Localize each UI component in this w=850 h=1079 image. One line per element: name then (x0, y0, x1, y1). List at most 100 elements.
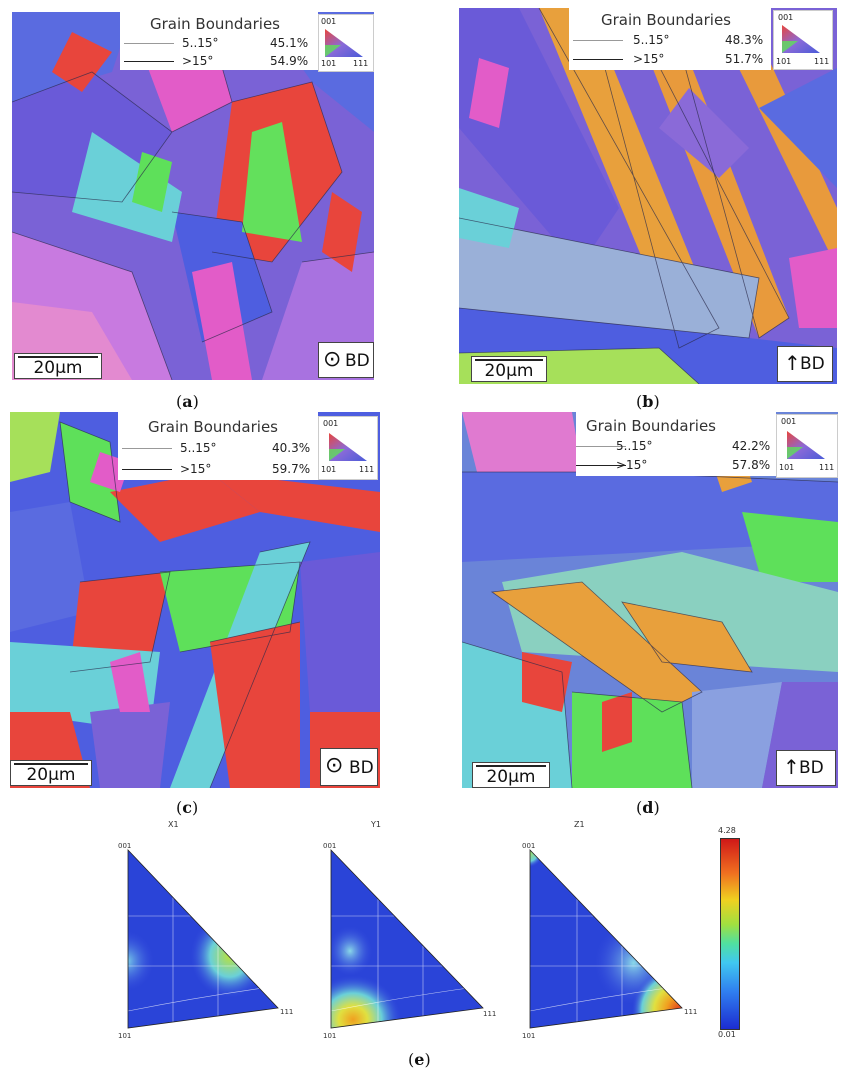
colorbar-min: 0.01 (718, 1030, 736, 1039)
ipf-key-101: 101 (776, 57, 792, 66)
build-direction-c: ⊙ BD (320, 748, 378, 786)
pole-figure-z1: Z1 001 101 111 (522, 820, 702, 1040)
high-angle-label: >15° (633, 52, 665, 66)
ipf-triangle-icon (329, 433, 367, 461)
pole-figure-101: 101 (323, 1032, 337, 1040)
caption-a: (a) (176, 392, 199, 411)
pole-figure-001: 001 (118, 842, 132, 850)
ebsd-map-d: Grain Boundaries 5..15° 42.2% >15° 57.8%… (462, 412, 838, 788)
ebsd-map-a: Grain Boundaries 5..15° 45.1% >15° 54.9%… (12, 12, 374, 380)
low-angle-pct: 45.1% (270, 36, 309, 50)
high-angle-pct: 59.7% (272, 462, 311, 476)
scale-bar-line (18, 356, 98, 358)
low-angle-label: 5..15° (633, 33, 670, 47)
scale-bar-d: 20μm (472, 762, 550, 788)
ebsd-map-b: Grain Boundaries 5..15° 48.3% >15° 51.7%… (459, 8, 837, 384)
ipf-key-101: 101 (321, 59, 337, 68)
pole-figure-y1: Y1 001 101 111 (323, 820, 503, 1040)
build-direction-b: ↑ BD (777, 346, 833, 382)
grain-boundary-legend-d: Grain Boundaries 5..15° 42.2% >15° 57.8% (576, 412, 776, 476)
ipf-key-111: 111 (353, 59, 369, 68)
caption-b: (b) (636, 392, 660, 411)
pole-figure-111: 111 (280, 1008, 294, 1016)
high-angle-pct: 54.9% (270, 54, 309, 68)
pole-figure-101: 101 (522, 1032, 536, 1040)
pole-figure-title: Z1 (574, 820, 585, 829)
high-angle-line (573, 59, 623, 60)
low-angle-label: 5..15° (616, 439, 653, 453)
low-angle-line (573, 40, 623, 41)
ipf-key-101: 101 (779, 463, 795, 472)
scale-bar-line (475, 359, 543, 361)
ipf-triangle-icon (787, 431, 825, 459)
ipf-color-key-c: 001 101 111 (318, 416, 378, 480)
ipf-triangle-icon (325, 29, 363, 57)
legend-title: Grain Boundaries (601, 11, 731, 29)
scale-bar-line (476, 765, 546, 767)
high-angle-line (122, 469, 172, 470)
intensity-colorbar: 4.28 0.01 (716, 826, 756, 1040)
ipf-key-111: 111 (819, 463, 835, 472)
build-direction-a: ⊙ BD (318, 342, 374, 378)
high-angle-label: >15° (180, 462, 212, 476)
build-direction-d: ↑ BD (776, 750, 836, 786)
legend-title: Grain Boundaries (586, 417, 716, 435)
high-angle-label: >15° (616, 458, 648, 472)
low-angle-line (124, 43, 174, 44)
bd-label: BD (349, 758, 374, 778)
colorbar-gradient (720, 838, 740, 1030)
ebsd-map-c: Grain Boundaries 5..15° 40.3% >15° 59.7%… (10, 412, 380, 788)
inverse-pole-figure-y1 (330, 849, 484, 1029)
low-angle-pct: 48.3% (725, 33, 764, 47)
high-angle-line (576, 465, 626, 466)
legend-title: Grain Boundaries (150, 15, 280, 33)
scale-bar-label: 20μm (26, 765, 76, 785)
inverse-pole-figure-x1 (127, 848, 279, 1029)
high-angle-pct: 51.7% (725, 52, 764, 66)
caption-d: (d) (636, 798, 660, 817)
caption-e: (e) (408, 1050, 431, 1069)
scale-bar-a: 20μm (14, 353, 102, 379)
low-angle-label: 5..15° (182, 36, 219, 50)
ipf-color-key-b: 001 101 111 (773, 10, 833, 70)
ipf-key-111: 111 (359, 465, 375, 474)
bd-label: BD (800, 354, 825, 374)
up-arrow-icon: ↑ (783, 755, 800, 779)
grain-boundary-legend-c: Grain Boundaries 5..15° 40.3% >15° 59.7% (118, 412, 318, 480)
scale-bar-b: 20μm (471, 356, 547, 382)
pole-figure-title: Y1 (371, 820, 381, 829)
low-angle-line (122, 448, 172, 449)
pole-figure-001: 001 (323, 842, 337, 850)
high-angle-pct: 57.8% (732, 458, 771, 472)
ipf-triangle-icon (782, 25, 820, 53)
scale-bar-label: 20μm (33, 358, 83, 378)
low-angle-pct: 40.3% (272, 441, 311, 455)
pole-figure-111: 111 (483, 1010, 497, 1018)
pole-figure-title: X1 (168, 820, 179, 829)
scale-bar-line (14, 763, 88, 765)
ipf-key-001: 001 (323, 419, 339, 428)
ipf-key-001: 001 (778, 13, 794, 22)
pole-figure-111: 111 (684, 1008, 698, 1016)
bd-label: BD (799, 758, 824, 778)
ipf-key-001: 001 (321, 17, 337, 26)
ipf-key-111: 111 (814, 57, 830, 66)
colorbar-max: 4.28 (718, 826, 736, 835)
high-angle-label: >15° (182, 54, 214, 68)
high-angle-line (124, 61, 174, 62)
pole-figure-101: 101 (118, 1032, 132, 1040)
ipf-map-a (12, 12, 374, 380)
grain-boundary-legend-b: Grain Boundaries 5..15° 48.3% >15° 51.7% (569, 8, 771, 70)
out-of-plane-icon: ⊙ (323, 347, 342, 372)
ipf-color-key-a: 001 101 111 (318, 14, 374, 72)
grain-boundary-legend-a: Grain Boundaries 5..15° 45.1% >15° 54.9% (120, 12, 318, 70)
ipf-color-key-d: 001 101 111 (776, 414, 838, 478)
bd-label: BD (345, 351, 370, 371)
pole-figure-001: 001 (522, 842, 536, 850)
low-angle-line (576, 446, 626, 447)
ipf-key-101: 101 (321, 465, 337, 474)
scale-bar-label: 20μm (486, 767, 536, 787)
out-of-plane-icon: ⊙ (325, 753, 344, 778)
inverse-pole-figure-z1 (529, 849, 683, 1029)
pole-figure-x1: X1 001 101 111 (118, 820, 298, 1040)
